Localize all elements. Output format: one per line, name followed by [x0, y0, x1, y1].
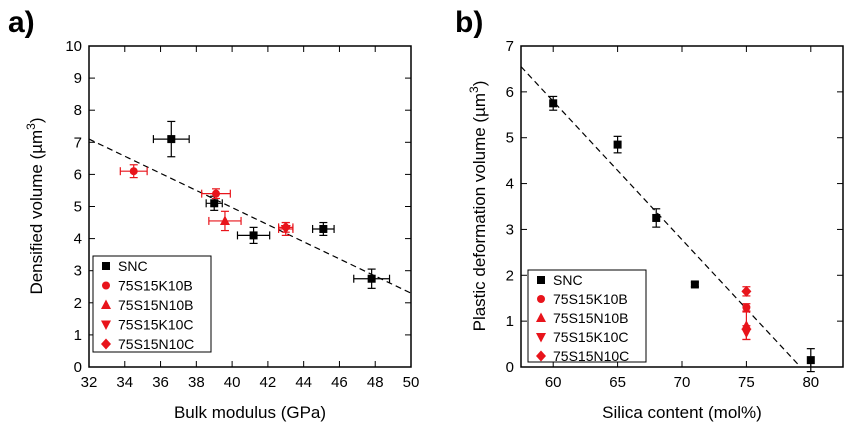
x-tick-label: 80: [802, 374, 819, 391]
panel-a-legend-box: [92, 255, 212, 353]
data-point-snc: [249, 231, 258, 240]
y-tick-label: 1: [74, 327, 82, 344]
y-tick-label: 6: [506, 84, 514, 101]
data-point-75s15n10b: [741, 320, 752, 330]
legend-marker-75s15k10b: [537, 295, 545, 303]
x-tick-label: 75: [738, 374, 755, 391]
data-point-snc: [319, 224, 328, 233]
panel-a-legend: SNC 75S15K10B 75S15N10B 75S15K10C 75S15N10C: [92, 255, 212, 353]
data-point-snc: [652, 213, 661, 222]
legend-marker-75s15n10b: [536, 312, 546, 322]
panel-b-y-label-end: ): [470, 81, 489, 87]
legend-label-snc: SNC: [553, 272, 583, 288]
y-tick-label: 0: [506, 359, 514, 376]
y-tick-label: 5: [506, 130, 514, 147]
data-point-75s15n10b: [219, 215, 230, 225]
legend-label-75s15n10c: 75S15N10C: [118, 336, 194, 352]
fit-line: [520, 66, 801, 368]
panel-b: b) Silica content (mol%) Plastic deforma…: [455, 6, 844, 422]
panel-b-y-label-main: Plastic deformation volume (µm: [470, 93, 489, 331]
panel-b-data-marks: [549, 95, 815, 373]
data-point-snc: [210, 199, 219, 208]
y-tick-label: 8: [74, 102, 82, 119]
y-tick-label: 0: [74, 359, 82, 376]
legend-marker-snc: [102, 262, 110, 270]
x-tick-label: 38: [188, 374, 205, 391]
x-tick-label: 40: [224, 374, 241, 391]
legend-label-75s15n10b: 75S15N10B: [553, 310, 629, 326]
y-tick-label: 3: [506, 221, 514, 238]
y-tick-label: 10: [65, 38, 82, 55]
legend-label-75s15k10b: 75S15K10B: [118, 278, 193, 294]
panel-b-y-axis-label: Plastic deformation volume (µm3): [467, 81, 489, 332]
legend-label-75s15n10b: 75S15N10B: [118, 297, 194, 313]
data-point-75s15k10b: [742, 303, 751, 312]
data-point-75s15n10c: [741, 285, 752, 297]
x-tick-label: 34: [116, 374, 133, 391]
legend-marker-75s15k10c: [101, 320, 111, 330]
x-tick-label: 65: [609, 374, 626, 391]
legend-marker-75s15n10b: [101, 299, 111, 309]
panel-a-label: a): [8, 6, 35, 39]
data-point-75s15k10b: [129, 167, 138, 176]
y-tick-label: 2: [74, 295, 82, 312]
x-tick-label: 60: [545, 374, 562, 391]
legend-marker-snc: [537, 276, 545, 284]
legend-label-snc: SNC: [118, 258, 148, 274]
x-tick-label: 48: [367, 374, 384, 391]
y-tick-label: 7: [506, 38, 514, 55]
data-point-snc: [367, 274, 376, 283]
panel-b-fit-line-group: [520, 66, 801, 368]
data-point-snc: [167, 135, 176, 144]
legend-label-75s15k10b: 75S15K10B: [553, 291, 628, 307]
panel-b-ticks: 60 65 70 75 80 0 1 2 3 4 5 6 7: [506, 38, 843, 391]
data-point-snc: [690, 280, 699, 289]
data-point-75s15k10c: [741, 328, 752, 339]
panel-a-data-marks: [119, 120, 391, 289]
data-point-75s15n10c: [280, 221, 291, 233]
y-tick-label: 4: [74, 231, 82, 248]
legend-marker-75s15n10c: [536, 350, 546, 362]
y-tick-label: 6: [74, 166, 82, 183]
x-tick-label: 70: [674, 374, 691, 391]
y-tick-label: 9: [74, 70, 82, 87]
data-point-75s15k10b: [212, 189, 221, 198]
y-tick-label: 2: [506, 267, 514, 284]
x-tick-label: 50: [403, 374, 420, 391]
data-point-snc: [613, 140, 622, 149]
x-tick-label: 44: [295, 374, 312, 391]
panel-a-x-axis-label: Bulk modulus (GPa): [174, 403, 326, 422]
legend-label-75s15k10c: 75S15K10C: [118, 317, 194, 333]
legend-marker-75s15k10b: [102, 281, 110, 290]
panel-a-y-axis-label: Densified volume (µm3): [24, 117, 46, 294]
panel-b-label: b): [455, 6, 483, 39]
panel-b-x-axis-label: Silica content (mol%): [602, 403, 762, 422]
legend-marker-75s15n10c: [101, 338, 111, 350]
legend-label-75s15n10c: 75S15N10C: [553, 348, 629, 364]
y-tick-label: 3: [74, 263, 82, 280]
y-tick-label: 4: [506, 176, 514, 193]
x-tick-label: 42: [260, 374, 277, 391]
y-tick-label: 7: [74, 134, 82, 151]
panel-a: a) Bulk modulus (GPa) Densified volume (…: [8, 6, 419, 422]
legend-label-75s15k10c: 75S15K10C: [553, 329, 629, 345]
legend-marker-75s15k10c: [536, 333, 546, 343]
x-tick-label: 46: [331, 374, 348, 391]
y-tick-label: 5: [74, 199, 82, 216]
panel-a-y-label-end: ): [27, 117, 46, 123]
panel-b-legend: SNC 75S15K10B 75S15N10B 75S15K10C 75S15N10C: [527, 269, 647, 364]
panel-a-y-label-sup: 3: [24, 123, 38, 130]
data-point-snc: [806, 356, 815, 365]
panel-b-y-label-sup: 3: [467, 86, 481, 93]
y-tick-label: 1: [506, 313, 514, 330]
data-point-snc: [549, 99, 558, 108]
panel-b-legend-box: [527, 269, 647, 363]
panel-a-y-label-main: Densified volume (µm: [27, 130, 46, 295]
x-tick-label: 32: [81, 374, 98, 391]
x-tick-label: 36: [152, 374, 169, 391]
